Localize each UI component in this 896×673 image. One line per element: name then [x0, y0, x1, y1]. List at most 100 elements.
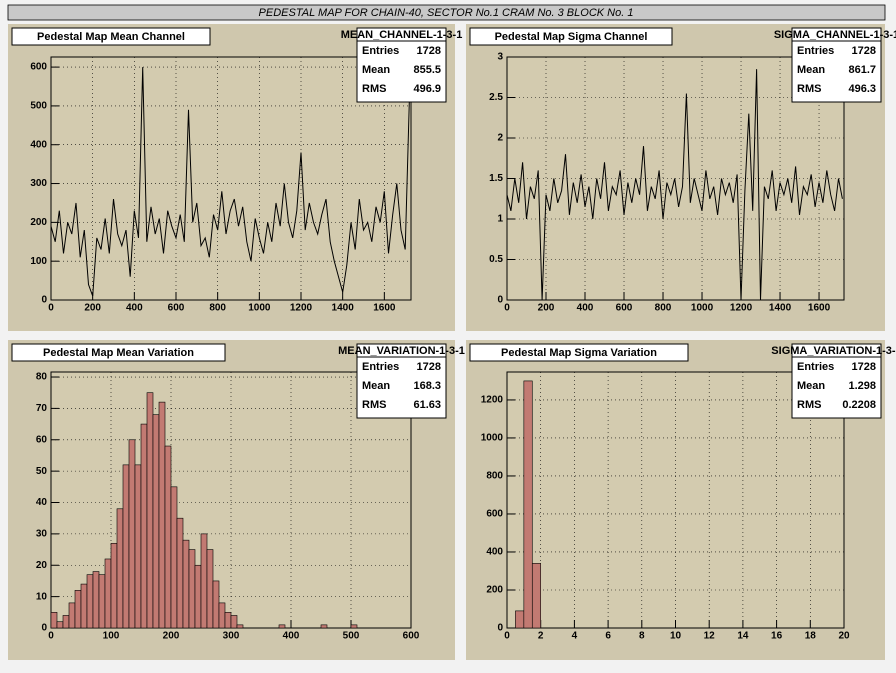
data-line	[506, 69, 843, 301]
y-tick-label: 800	[486, 471, 503, 482]
bar	[236, 624, 244, 629]
y-tick-label: 0.5	[489, 254, 503, 265]
x-tick-label: 400	[126, 303, 143, 314]
stats-box	[791, 343, 882, 419]
bar	[110, 542, 118, 629]
bar	[200, 533, 208, 629]
stats-label: Entries	[797, 45, 834, 57]
chart-title: Pedestal Map Mean Channel	[37, 31, 185, 43]
x-tick-label: 400	[577, 303, 594, 314]
x-tick-label: 10	[670, 631, 682, 642]
x-tick-label: 20	[838, 631, 850, 642]
x-tick-label: 1400	[332, 303, 355, 314]
y-tick-label: 300	[30, 178, 47, 189]
x-tick-label: 800	[655, 303, 672, 314]
chart-title: Pedestal Map Sigma Variation	[501, 347, 657, 359]
y-tick-label: 2.5	[489, 92, 503, 103]
y-tick-label: 0	[41, 295, 47, 306]
y-tick-label: 200	[486, 585, 503, 596]
x-tick-label: 300	[223, 631, 240, 642]
y-tick-label: 400	[30, 139, 47, 150]
bar	[68, 602, 76, 629]
stats-label: Mean	[362, 64, 390, 76]
bar	[158, 401, 166, 629]
y-tick-label: 80	[36, 372, 48, 383]
chart-title: Pedestal Map Sigma Channel	[495, 31, 648, 43]
bar	[128, 439, 136, 629]
y-tick-label: 0	[41, 623, 47, 634]
y-tick-label: 600	[30, 62, 47, 73]
bar	[515, 610, 525, 629]
stats-label: RMS	[362, 399, 386, 411]
x-tick-label: 0	[48, 303, 54, 314]
stats-label: RMS	[797, 83, 821, 95]
x-tick-label: 6	[605, 631, 611, 642]
stats-label: Mean	[362, 380, 390, 392]
x-tick-label: 200	[163, 631, 180, 642]
bar	[56, 621, 64, 629]
y-tick-label: 0	[497, 623, 503, 634]
y-tick-label: 500	[30, 101, 47, 112]
stats-label: Entries	[362, 45, 399, 57]
x-tick-label: 14	[737, 631, 749, 642]
title-box	[11, 27, 211, 46]
x-tick-label: 1200	[730, 303, 753, 314]
y-tick-label: 0	[497, 295, 503, 306]
x-tick-label: 16	[771, 631, 783, 642]
stats-value: 1728	[417, 45, 441, 57]
y-tick-label: 1000	[481, 433, 504, 444]
stats-box	[356, 343, 447, 419]
bar	[140, 423, 148, 629]
x-tick-label: 8	[639, 631, 645, 642]
bar	[80, 583, 88, 629]
stats-label: Entries	[797, 361, 834, 373]
bar	[146, 392, 154, 629]
x-tick-label: 800	[209, 303, 226, 314]
title-box	[469, 343, 689, 362]
stats-value: 61.63	[413, 399, 441, 411]
y-tick-label: 1.5	[489, 173, 503, 184]
y-tick-label: 30	[36, 529, 48, 540]
stats-box	[791, 27, 882, 103]
bar	[182, 539, 190, 629]
stats-value: 1728	[852, 361, 876, 373]
header-bar	[7, 4, 886, 21]
bar	[212, 580, 220, 629]
bar	[206, 549, 214, 629]
stats-label: RMS	[362, 83, 386, 95]
bar	[164, 445, 172, 629]
stats-value: 0.2208	[842, 399, 876, 411]
y-tick-label: 70	[36, 403, 48, 414]
y-tick-label: 40	[36, 497, 48, 508]
bar	[350, 624, 358, 629]
stats-name: SIGMA_VARIATION-1-3-1	[771, 345, 896, 357]
x-tick-label: 200	[538, 303, 555, 314]
stats-value: 1.298	[848, 380, 876, 392]
stats-value: 496.9	[413, 83, 441, 95]
bar	[188, 549, 196, 629]
stats-label: Mean	[797, 380, 825, 392]
plot-frame	[50, 56, 412, 301]
x-tick-label: 0	[504, 631, 510, 642]
x-tick-label: 1200	[290, 303, 313, 314]
y-tick-label: 400	[486, 547, 503, 558]
x-tick-label: 12	[704, 631, 716, 642]
stats-value: 168.3	[413, 380, 441, 392]
x-tick-label: 500	[343, 631, 360, 642]
chart-title: Pedestal Map Mean Variation	[43, 347, 194, 359]
bar	[194, 564, 202, 629]
bar	[86, 574, 94, 629]
stats-name: MEAN_CHANNEL-1-3-1	[341, 29, 463, 41]
bar	[122, 464, 130, 629]
stats-box	[356, 27, 447, 103]
data-line	[50, 67, 410, 297]
y-tick-label: 600	[486, 509, 503, 520]
bar	[116, 508, 124, 629]
y-tick-label: 1200	[481, 395, 504, 406]
stats-value: 1728	[417, 361, 441, 373]
x-tick-label: 1000	[248, 303, 271, 314]
bar	[230, 615, 238, 629]
bar	[224, 612, 232, 629]
stats-label: RMS	[797, 399, 821, 411]
stats-label: Mean	[797, 64, 825, 76]
